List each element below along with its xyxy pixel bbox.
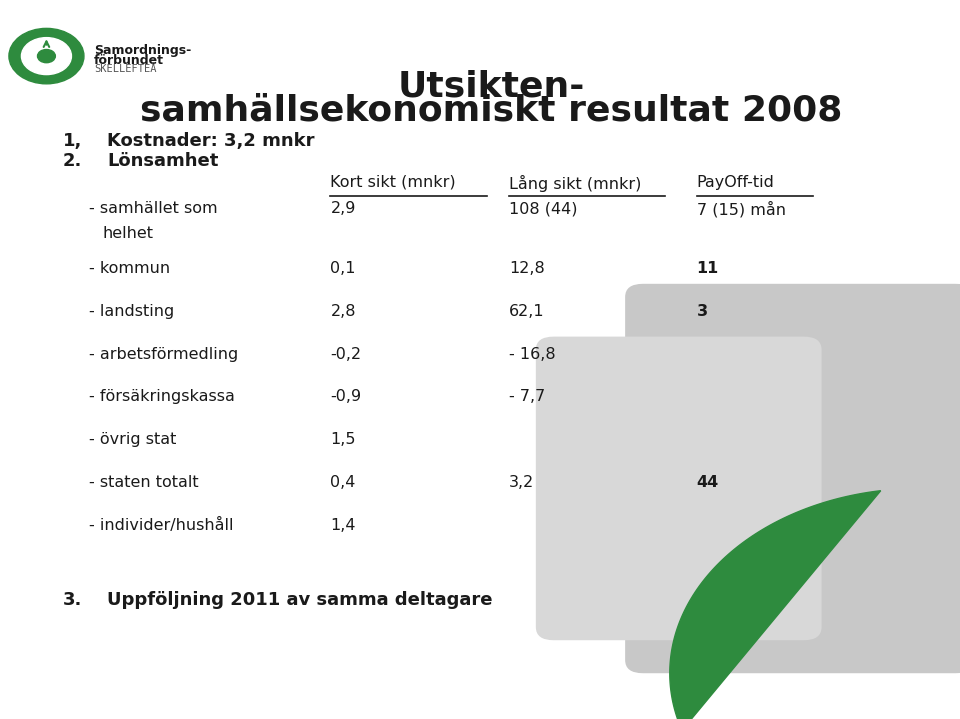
Text: 12,8: 12,8 <box>509 261 544 275</box>
Text: PayOff-tid: PayOff-tid <box>697 175 775 190</box>
Text: - försäkringskassa: - försäkringskassa <box>89 390 235 404</box>
Text: 1,: 1, <box>62 132 82 150</box>
Text: Lönsamhet: Lönsamhet <box>108 152 219 170</box>
Text: Uppföljning 2011 av samma deltagare: Uppföljning 2011 av samma deltagare <box>108 591 492 609</box>
Text: Utsikten-: Utsikten- <box>397 69 585 104</box>
Text: - övrig stat: - övrig stat <box>89 432 177 447</box>
Text: - 16,8: - 16,8 <box>509 347 556 362</box>
Text: 1,4: 1,4 <box>330 518 356 533</box>
Text: - landsting: - landsting <box>89 303 175 319</box>
Text: -0,2: -0,2 <box>330 347 362 362</box>
Text: 108 (44): 108 (44) <box>509 201 578 216</box>
Text: 0,4: 0,4 <box>330 475 356 490</box>
Text: 3.: 3. <box>62 591 82 609</box>
Text: Samordnings-: Samordnings- <box>94 45 191 58</box>
Text: 62,1: 62,1 <box>509 303 544 319</box>
Text: förbundet: förbundet <box>94 54 164 67</box>
Text: - 7,7: - 7,7 <box>509 390 545 404</box>
Circle shape <box>37 50 56 63</box>
Text: 3,2: 3,2 <box>509 475 535 490</box>
Circle shape <box>21 37 71 75</box>
Text: 3: 3 <box>697 303 708 319</box>
Text: Lång sikt (mnkr): Lång sikt (mnkr) <box>509 175 641 192</box>
Text: 2,9: 2,9 <box>330 201 356 216</box>
Text: -0,9: -0,9 <box>330 390 362 404</box>
Text: SKELLEFTEÅ: SKELLEFTEÅ <box>94 64 156 74</box>
Text: - kommun: - kommun <box>89 261 171 275</box>
Text: 7 (15) mån: 7 (15) mån <box>697 201 785 218</box>
Polygon shape <box>670 490 880 719</box>
Text: 0,1: 0,1 <box>330 261 356 275</box>
Text: - staten totalt: - staten totalt <box>89 475 199 490</box>
Text: samhällsekonomiskt resultat 2008: samhällsekonomiskt resultat 2008 <box>140 93 842 128</box>
Text: - individer/hushåll: - individer/hushåll <box>89 518 234 533</box>
Text: Kostnader: 3,2 mnkr: Kostnader: 3,2 mnkr <box>108 132 315 150</box>
Text: 1,5: 1,5 <box>330 432 356 447</box>
FancyBboxPatch shape <box>625 284 960 673</box>
Circle shape <box>9 28 84 84</box>
Text: - samhället som: - samhället som <box>89 201 218 216</box>
Text: 2.: 2. <box>62 152 82 170</box>
FancyBboxPatch shape <box>536 336 822 640</box>
Text: 44: 44 <box>697 475 719 490</box>
Text: - arbetsförmedling: - arbetsförmedling <box>89 347 238 362</box>
Text: 11: 11 <box>697 261 719 275</box>
Text: 2,8: 2,8 <box>330 303 356 319</box>
Text: helhet: helhet <box>103 226 154 242</box>
Text: Kort sikt (mnkr): Kort sikt (mnkr) <box>330 175 456 190</box>
